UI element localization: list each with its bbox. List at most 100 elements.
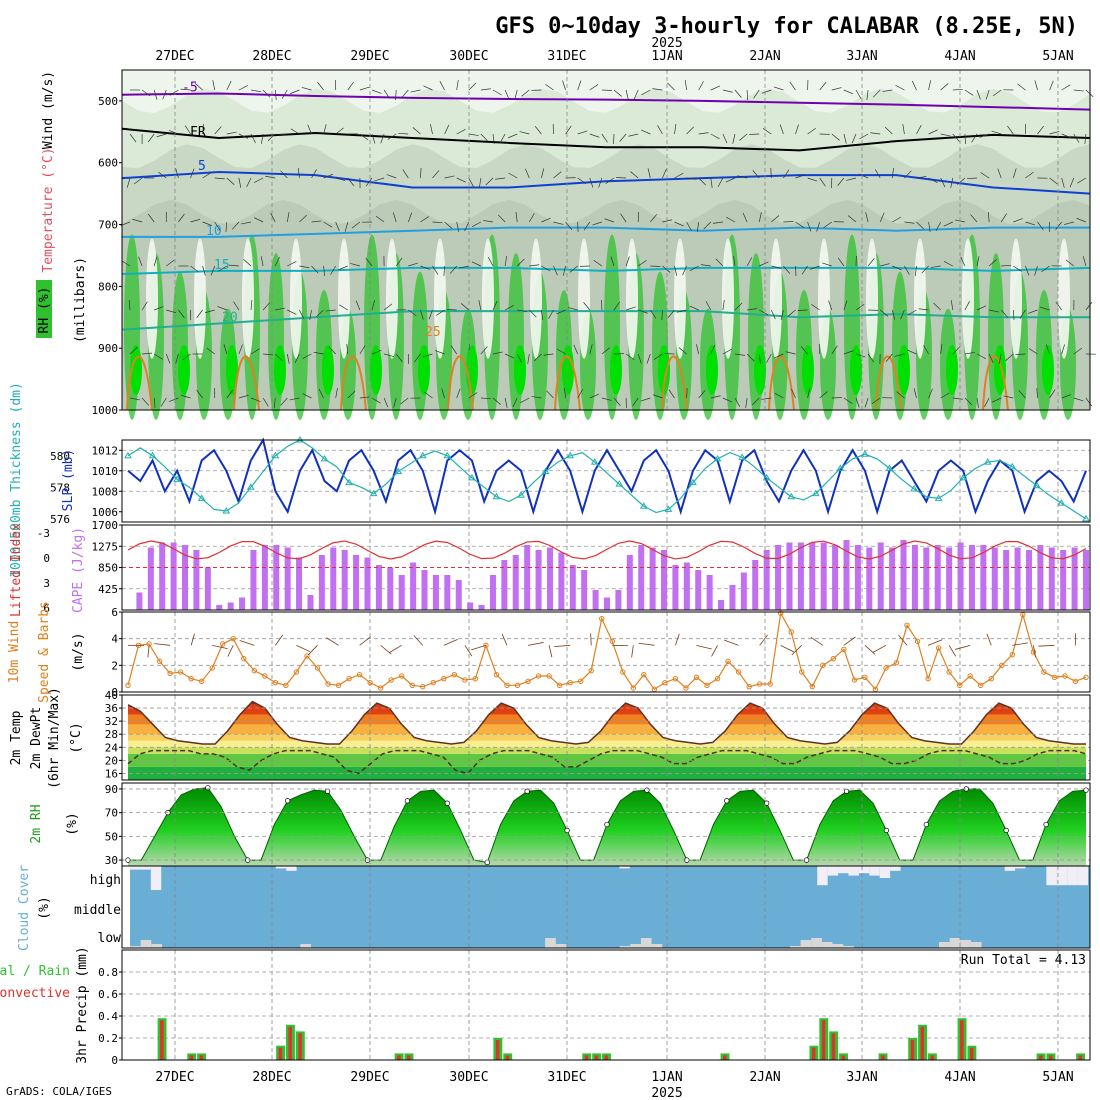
cape-bar: [797, 542, 804, 610]
wind-point: [841, 646, 847, 653]
precip-convective-bar: [1048, 1055, 1053, 1060]
wind-barb: [980, 172, 990, 179]
wind-barb: [351, 221, 361, 229]
wind-barb: [449, 265, 457, 274]
wind-barb: [1061, 177, 1065, 188]
thickness-point: [320, 454, 329, 462]
wind-barb: [168, 397, 179, 402]
wind-barb: [791, 645, 803, 656]
wind-barb: [722, 348, 732, 355]
cloud-low-bar: [555, 944, 567, 948]
wind-barb: [1034, 80, 1038, 91]
wind-barb: [190, 218, 201, 223]
y-axis-label-cape: CAPE (J/kg): [71, 527, 86, 613]
wind-barb: [478, 177, 482, 188]
wind-barb: [746, 353, 755, 362]
wind-barb: [178, 309, 185, 319]
thickness-point: [738, 453, 746, 460]
wind-barb: [1017, 83, 1026, 91]
rh-legend-swatch: [36, 280, 52, 338]
wind-barb: [527, 642, 544, 646]
wind-barb: [916, 221, 924, 230]
wind-barb: [668, 389, 675, 399]
wind-barb: [638, 309, 648, 314]
wind-barb: [1077, 177, 1087, 184]
wind-barb: [471, 221, 482, 228]
rh-plume-core: [754, 345, 766, 395]
wind-barb: [749, 133, 760, 135]
wind-barb: [630, 171, 639, 179]
rh-point: [524, 788, 530, 794]
wind-barb: [154, 306, 164, 311]
wind-point: [1041, 669, 1047, 675]
wind-point: [441, 675, 447, 682]
wind-barb: [504, 89, 510, 100]
wind-barb: [347, 390, 356, 399]
wind-barb: [1076, 217, 1087, 223]
wind-barb: [686, 126, 694, 135]
wind-barb: [1061, 394, 1072, 399]
wind-barb: [1013, 265, 1022, 272]
wind-barb: [928, 129, 938, 135]
y-tick-label: 0.4: [98, 1010, 118, 1023]
rh-point: [484, 859, 490, 866]
wind-point: [914, 638, 921, 645]
thickness-point: [1008, 462, 1017, 470]
rh-plume-core: [226, 345, 238, 395]
thickness-point: [492, 492, 501, 500]
rh-dry-gap: [770, 238, 782, 359]
wind-barb: [710, 344, 716, 355]
y-tick-label: 36: [105, 702, 118, 715]
wind-barb: [871, 397, 881, 405]
wind-barb: [270, 212, 276, 223]
wind-barb: [307, 645, 318, 656]
wind-barb: [456, 388, 461, 399]
wind-barb: [880, 263, 890, 267]
date-label-top: 27DEC: [155, 49, 194, 64]
y-tick-label: 0.2: [98, 1032, 118, 1045]
precip-convective-bar: [495, 1040, 500, 1060]
y2-tick-label: 580: [50, 450, 70, 463]
wind-barb: [420, 265, 430, 270]
rh-point: [444, 800, 450, 806]
precip-convective-bar: [960, 1020, 964, 1060]
wind-barb: [166, 309, 177, 314]
cloud-low-bar: [630, 944, 641, 948]
wind-point: [883, 665, 889, 671]
wind-point: [641, 671, 647, 678]
cloud-low-bar: [832, 944, 844, 948]
y-axis-label-cloud-units: (%): [37, 896, 52, 919]
wind-barb: [722, 133, 728, 144]
cape-bar: [946, 547, 953, 610]
wind-barb: [458, 265, 469, 269]
wind-barb: [450, 345, 457, 355]
wind-barb: [758, 212, 762, 223]
wind-barb: [289, 89, 300, 95]
cape-bar: [592, 590, 599, 610]
wind-barb: [943, 260, 953, 267]
y-axis-label-cloud: Cloud Cover: [17, 865, 32, 951]
wind-barb: [984, 397, 990, 407]
wind-barb: [573, 344, 579, 355]
wind-barb: [553, 221, 564, 225]
wind-barb: [420, 309, 424, 320]
wind-point: [830, 655, 837, 662]
wind-barb: [928, 177, 938, 184]
wind-barb: [1073, 397, 1084, 402]
rh-dry-gap: [242, 238, 254, 359]
wind-barb: [226, 389, 234, 399]
wind-barb: [737, 175, 748, 179]
date-label-top: 4JAN: [944, 49, 975, 64]
wind-point: [514, 682, 521, 689]
wind-barb: [928, 388, 933, 399]
wind-barb: [837, 257, 845, 267]
wind-barb: [565, 221, 573, 230]
wind-barb: [407, 212, 413, 223]
wind-barb: [286, 353, 290, 364]
wind-barb: [375, 215, 385, 223]
wind-barb: [914, 265, 917, 276]
wind-barb: [508, 172, 518, 179]
precip-convective-bar: [407, 1055, 411, 1060]
wind-barb: [299, 214, 307, 223]
wind-barb: [388, 644, 402, 654]
